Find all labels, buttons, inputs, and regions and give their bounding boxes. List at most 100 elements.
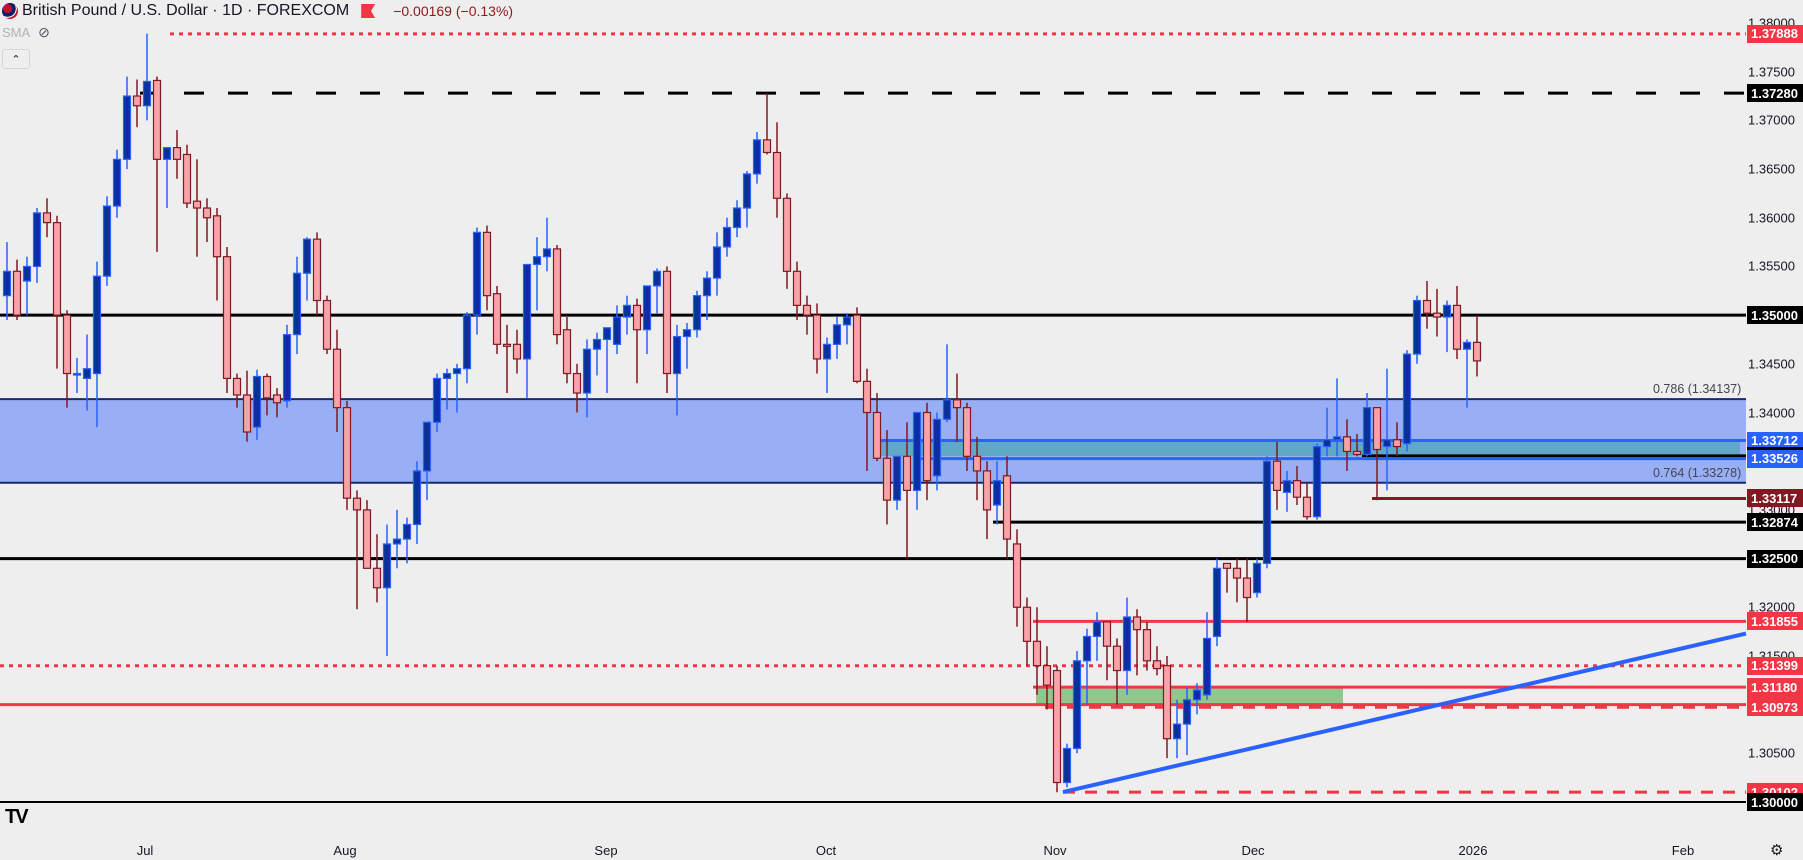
candle-body xyxy=(512,343,522,360)
candle-body xyxy=(1042,665,1052,686)
candle-body xyxy=(582,348,592,394)
candle-body xyxy=(962,407,972,457)
symbol-title[interactable]: British Pound / U.S. Dollar · 1D · FOREX… xyxy=(22,2,350,19)
candle-body xyxy=(252,375,262,428)
candle-body xyxy=(1062,747,1072,784)
candle-body xyxy=(612,316,622,345)
price-level-tag[interactable]: 1.31399 xyxy=(1747,656,1803,675)
candle-body xyxy=(202,207,212,219)
candle-body xyxy=(832,324,842,345)
candle-body xyxy=(172,147,182,160)
candle-body xyxy=(942,399,952,420)
price-tick: 1.30500 xyxy=(1748,745,1795,761)
candle-body xyxy=(1032,640,1042,667)
candle-body xyxy=(142,80,152,107)
candle-body xyxy=(1072,660,1082,750)
candle-body xyxy=(1412,299,1422,355)
candle-body xyxy=(1132,616,1142,631)
flag-marker-icon[interactable] xyxy=(361,4,376,18)
chart-header: British Pound / U.S. Dollar · 1D · FOREX… xyxy=(0,0,513,22)
price-level-tag[interactable]: 1.37280 xyxy=(1747,84,1803,103)
candle-body xyxy=(1252,562,1262,594)
candle-body xyxy=(42,212,52,224)
candle-body xyxy=(1262,460,1272,565)
price-level-tag[interactable]: 1.31180 xyxy=(1747,678,1803,697)
candle-body xyxy=(792,270,802,306)
price-tick: 1.36000 xyxy=(1748,210,1795,226)
candle-body xyxy=(1102,621,1112,647)
sma-indicator-label[interactable]: SMA xyxy=(2,25,31,40)
price-level-tag[interactable]: 1.33712 xyxy=(1747,431,1803,450)
candle-body xyxy=(1402,353,1412,445)
candle-body xyxy=(132,95,142,107)
candle-body xyxy=(812,314,822,360)
gear-icon[interactable]: ⚙ xyxy=(1770,842,1784,859)
candle-body xyxy=(392,538,402,545)
candle-body xyxy=(52,222,62,316)
candle-body xyxy=(622,304,632,318)
price-level-tag[interactable]: 1.33526 xyxy=(1747,449,1803,468)
candle-body xyxy=(82,368,92,380)
candle-body xyxy=(152,79,162,160)
candle-body xyxy=(1322,439,1332,448)
candle-body xyxy=(482,231,492,297)
candle-body xyxy=(642,285,652,331)
price-tick: 1.34000 xyxy=(1748,405,1795,420)
candle-body xyxy=(602,327,612,341)
indicator-legend: SMA ⊘ xyxy=(2,24,50,41)
candle-body xyxy=(802,304,812,316)
candle-body xyxy=(472,231,482,316)
candle-body xyxy=(932,418,942,477)
candle-body xyxy=(1172,723,1182,740)
candle-body xyxy=(1182,699,1192,725)
candle-body xyxy=(1462,341,1472,350)
candle-body xyxy=(1452,304,1462,350)
candle-body xyxy=(1202,637,1212,696)
price-level-tag[interactable]: 1.32874 xyxy=(1747,513,1803,532)
time-tick: Feb xyxy=(1671,843,1695,858)
candle-body xyxy=(12,270,22,316)
trendline xyxy=(1062,631,1747,795)
price-tick: 1.36500 xyxy=(1748,161,1795,177)
candle-body xyxy=(442,372,452,380)
candle-body xyxy=(532,256,542,266)
price-level-tag[interactable]: 1.32500 xyxy=(1747,549,1803,568)
candle-body xyxy=(182,153,192,204)
tradingview-logo[interactable]: TV xyxy=(5,806,29,828)
candle-body xyxy=(72,372,82,376)
candle-body xyxy=(742,173,752,209)
price-level-tag[interactable]: 1.35000 xyxy=(1747,306,1803,325)
price-level-tag[interactable]: 1.30973 xyxy=(1747,698,1803,717)
time-tick: Dec xyxy=(1241,843,1265,858)
candle-body xyxy=(922,411,932,482)
candle-body xyxy=(32,212,42,268)
candle-body xyxy=(732,207,742,229)
candle-body xyxy=(92,275,102,375)
candle-body xyxy=(822,343,832,360)
collapse-legend-button[interactable]: ⌃ xyxy=(2,49,30,69)
candle-body xyxy=(982,470,992,511)
candle-body xyxy=(572,372,582,394)
candle-body xyxy=(722,226,732,248)
candle-body xyxy=(1112,645,1122,672)
candle-body xyxy=(462,314,472,370)
candle-body xyxy=(562,329,572,375)
candle-body xyxy=(692,295,702,331)
candle-body xyxy=(1362,407,1372,455)
eye-hidden-icon[interactable]: ⊘ xyxy=(38,24,50,40)
candle-body xyxy=(1222,562,1232,569)
price-level-tag[interactable]: 1.33117 xyxy=(1747,489,1803,508)
candle-body xyxy=(1242,577,1252,599)
candle-body xyxy=(242,394,252,433)
candle-body xyxy=(912,411,922,492)
candle-body xyxy=(882,457,892,501)
price-level-tag[interactable]: 1.31855 xyxy=(1747,612,1803,631)
candle-body xyxy=(1122,616,1132,672)
candle-body xyxy=(1142,629,1152,662)
candle-body xyxy=(1272,460,1282,491)
price-level-tag[interactable]: 1.30000 xyxy=(1747,793,1803,811)
candle-body xyxy=(1152,660,1162,670)
price-level-tag[interactable]: 1.37888 xyxy=(1747,24,1803,43)
candle-body xyxy=(352,497,362,511)
